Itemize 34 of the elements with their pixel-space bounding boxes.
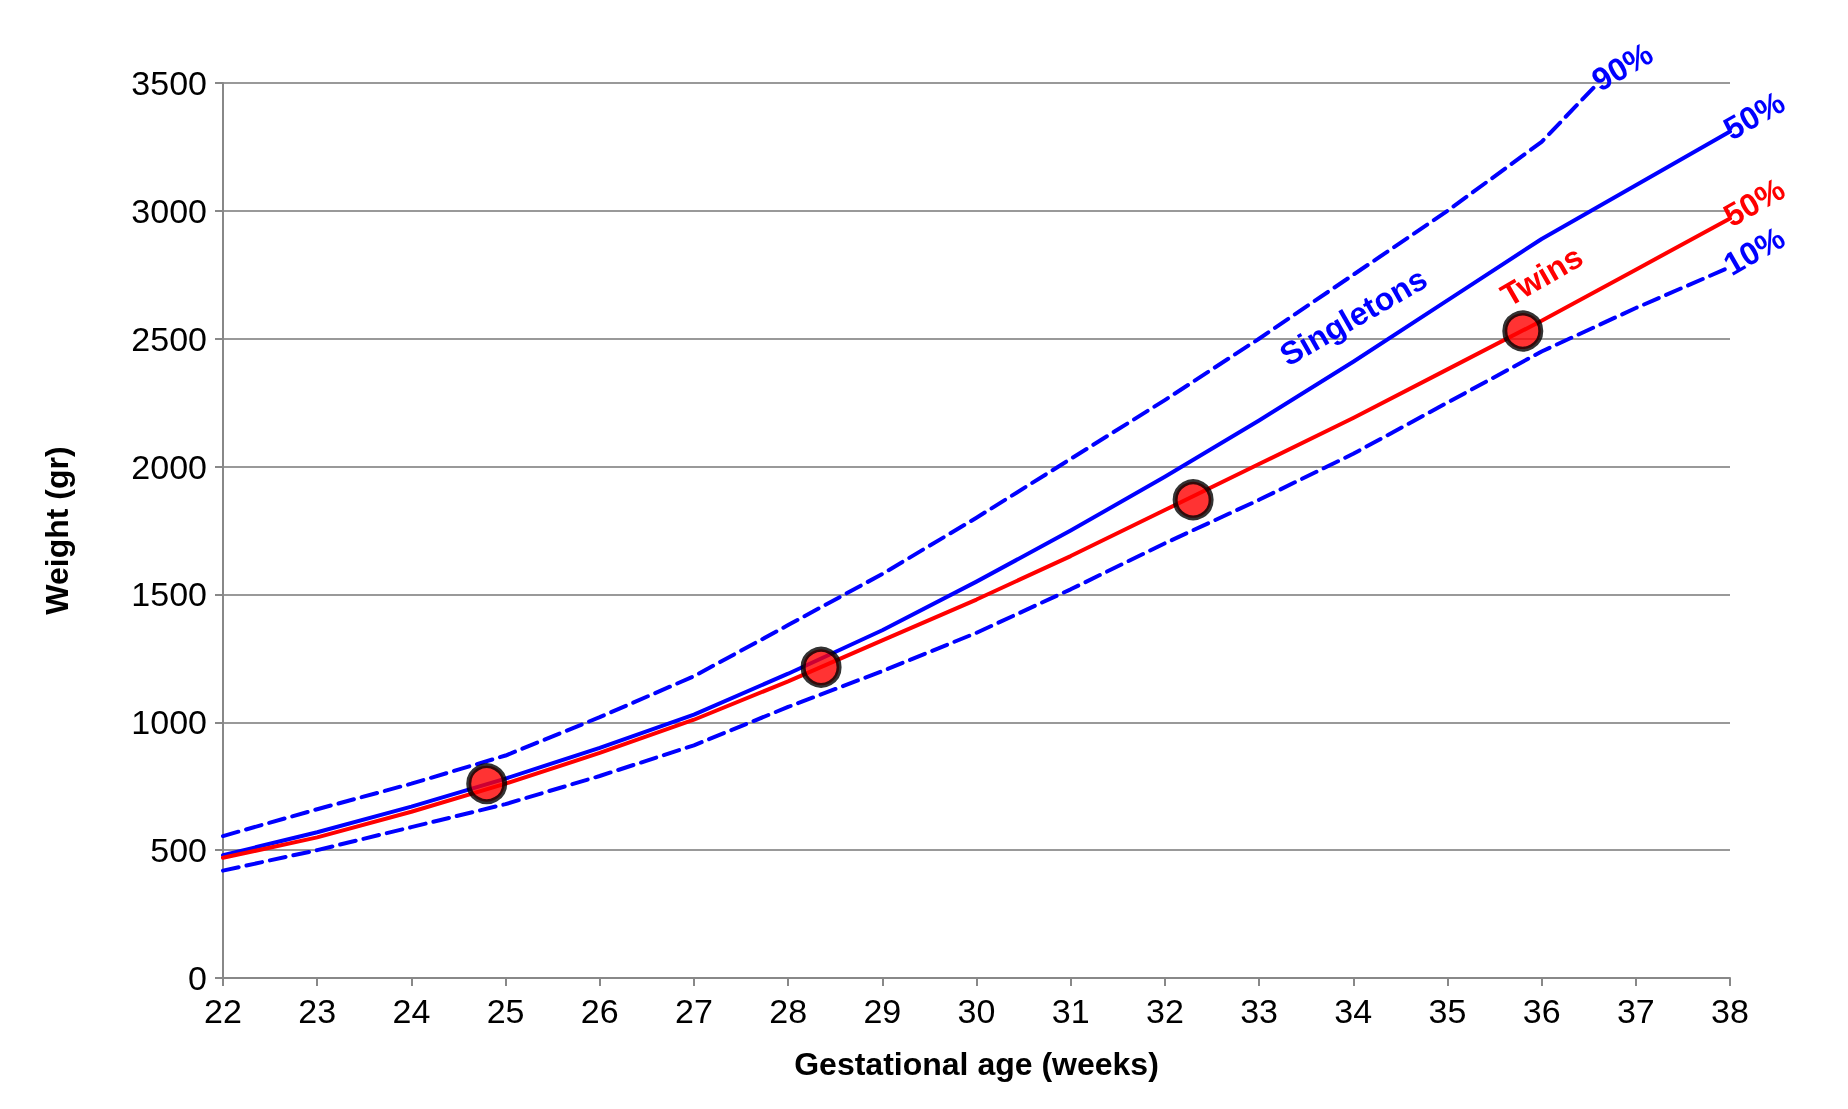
text: 50% <box>1717 83 1791 147</box>
point <box>1172 479 1214 521</box>
y-tick-label: 3500 <box>131 64 207 102</box>
y-tick-label: 2000 <box>131 447 207 486</box>
x-tick-label: 30 <box>957 992 996 1030</box>
point <box>1502 310 1544 352</box>
x-tick-label: 35 <box>1428 992 1467 1030</box>
x-tick-label: 28 <box>769 992 808 1030</box>
y-tick-label: 0 <box>188 959 207 997</box>
annotation: Twins <box>1494 238 1589 314</box>
y-axis-title: Weight (gr) <box>39 446 75 615</box>
x-tick-label: 24 <box>392 992 431 1030</box>
point <box>466 763 508 805</box>
x-tick-label: 38 <box>1711 992 1749 1030</box>
x-tick-label: 29 <box>863 992 902 1030</box>
y-tick-label: 2500 <box>131 319 207 358</box>
x-tick-label: 23 <box>298 992 337 1030</box>
x-axis-title: Gestational age (weeks) <box>794 1046 1159 1082</box>
x-tick-label: 31 <box>1051 992 1090 1030</box>
x-tick-label: 27 <box>675 992 713 1030</box>
y-tick-label: 500 <box>150 831 207 870</box>
x-tick-label: 25 <box>486 992 525 1030</box>
x-tick-label: 22 <box>204 992 242 1030</box>
point <box>800 646 842 688</box>
x-tick-label: 26 <box>580 992 619 1030</box>
x-tick-label: 37 <box>1616 992 1655 1030</box>
y-tick-label: 1000 <box>131 703 207 742</box>
text: 90% <box>1585 35 1659 99</box>
y-tick-label: 3000 <box>131 191 207 230</box>
x-tick-label: 34 <box>1334 992 1373 1030</box>
x-tick-label: 36 <box>1522 992 1561 1030</box>
y-tick-label: 1500 <box>131 575 207 614</box>
x-tick-label: 32 <box>1145 992 1184 1030</box>
x-tick-label: 33 <box>1240 992 1278 1030</box>
